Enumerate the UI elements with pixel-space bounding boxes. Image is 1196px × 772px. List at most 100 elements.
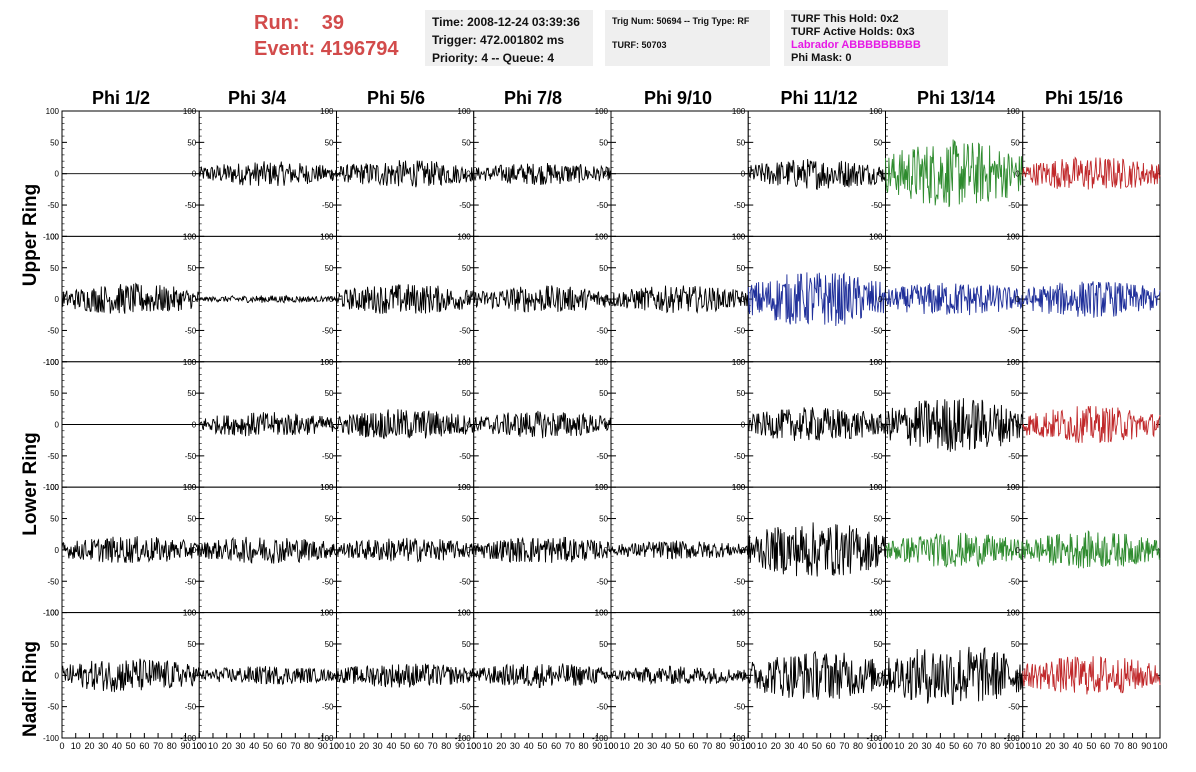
x-tick-label: 60 bbox=[139, 741, 149, 751]
y-tick-label: 100 bbox=[732, 358, 746, 367]
x-tick-label: 0 bbox=[883, 741, 888, 751]
y-tick-label: 0 bbox=[741, 421, 746, 430]
x-tick-label: 10 bbox=[757, 741, 767, 751]
waveform-trace bbox=[885, 532, 1024, 568]
y-tick-label: 0 bbox=[466, 546, 471, 555]
y-tick-label: -50 bbox=[185, 577, 197, 586]
y-tick-label: 50 bbox=[187, 264, 196, 273]
waveform-trace bbox=[198, 294, 337, 304]
waveform-panel bbox=[1022, 235, 1161, 363]
y-tick-label: 0 bbox=[741, 671, 746, 680]
x-tick-label: 100 bbox=[466, 741, 481, 751]
y-tick-label: 0 bbox=[604, 671, 609, 680]
y-tick-label: 50 bbox=[325, 389, 334, 398]
waveform-trace bbox=[473, 410, 612, 439]
y-tick-label: 100 bbox=[46, 232, 60, 241]
y-tick-label: 100 bbox=[869, 483, 883, 492]
y-tick-label: 100 bbox=[457, 483, 471, 492]
y-tick-label: -50 bbox=[734, 201, 746, 210]
waveform-trace bbox=[885, 398, 1024, 452]
run-label: Run: bbox=[254, 12, 300, 34]
x-tick-label: 90 bbox=[181, 741, 191, 751]
y-tick-label: 0 bbox=[192, 671, 197, 680]
y-tick-label: 50 bbox=[187, 389, 196, 398]
x-tick-label: 20 bbox=[222, 741, 232, 751]
y-tick-label: 0 bbox=[329, 546, 334, 555]
y-tick-label: 50 bbox=[50, 138, 59, 147]
y-tick-label: 100 bbox=[183, 232, 197, 241]
waveform-trace bbox=[336, 409, 475, 440]
y-tick-label: -50 bbox=[185, 703, 197, 712]
y-tick-label: -50 bbox=[596, 577, 608, 586]
waveform-trace bbox=[336, 663, 475, 688]
x-tick-label: 100 bbox=[878, 741, 893, 751]
y-tick-label: 50 bbox=[462, 640, 471, 649]
x-tick-label: 30 bbox=[98, 741, 108, 751]
x-tick-label: 70 bbox=[290, 741, 300, 751]
y-tick-label: 0 bbox=[329, 170, 334, 179]
y-tick-label: -50 bbox=[322, 201, 334, 210]
y-tick-label: 50 bbox=[599, 389, 608, 398]
x-tick-label: 40 bbox=[249, 741, 259, 751]
y-tick-label: 100 bbox=[595, 107, 609, 116]
y-tick-label: 0 bbox=[878, 295, 883, 304]
waveform-trace bbox=[336, 537, 475, 563]
y-tick-label: 50 bbox=[462, 515, 471, 524]
y-tick-label: 50 bbox=[462, 138, 471, 147]
x-tick-label: 100 bbox=[1152, 741, 1167, 751]
y-tick-label: -100 bbox=[180, 734, 197, 743]
y-tick-label: 0 bbox=[466, 295, 471, 304]
y-tick-label: 50 bbox=[462, 264, 471, 273]
column-title-phi-13-14: Phi 13/14 bbox=[916, 88, 996, 108]
y-tick-label: 100 bbox=[183, 107, 197, 116]
y-tick-label: 100 bbox=[732, 609, 746, 618]
y-tick-label: 100 bbox=[457, 358, 471, 367]
waveform-trace bbox=[747, 272, 886, 327]
waveform-trace bbox=[473, 162, 612, 186]
column-title-phi-15-16: Phi 15/16 bbox=[1044, 88, 1124, 108]
y-tick-label: 100 bbox=[320, 609, 334, 618]
waveform-trace bbox=[1022, 530, 1161, 569]
y-tick-label: -50 bbox=[185, 201, 197, 210]
y-tick-label: 0 bbox=[55, 671, 60, 680]
waveform-trace bbox=[1022, 656, 1161, 695]
x-tick-label: 70 bbox=[702, 741, 712, 751]
y-tick-label: -50 bbox=[734, 326, 746, 335]
x-tick-label: 50 bbox=[537, 741, 547, 751]
x-tick-label: 0 bbox=[746, 741, 751, 751]
y-tick-label: 0 bbox=[466, 421, 471, 430]
y-tick-label: 100 bbox=[869, 107, 883, 116]
y-tick-label: 0 bbox=[1015, 421, 1020, 430]
y-tick-label: -100 bbox=[43, 734, 60, 743]
y-tick-label: 0 bbox=[329, 421, 334, 430]
y-tick-label: 50 bbox=[325, 515, 334, 524]
y-tick-label: -100 bbox=[317, 734, 334, 743]
x-tick-label: 20 bbox=[1045, 741, 1055, 751]
y-tick-label: 100 bbox=[457, 107, 471, 116]
y-tick-label: 50 bbox=[599, 640, 608, 649]
y-tick-label: 50 bbox=[462, 389, 471, 398]
y-tick-label: 50 bbox=[50, 389, 59, 398]
y-tick-label: -100 bbox=[729, 734, 746, 743]
y-tick-label: 0 bbox=[1015, 671, 1020, 680]
waveform-trace bbox=[885, 282, 1023, 316]
column-title-phi-7-8: Phi 7/8 bbox=[503, 88, 563, 108]
x-tick-label: 10 bbox=[345, 741, 355, 751]
y-tick-label: 50 bbox=[325, 264, 334, 273]
x-tick-label: 50 bbox=[263, 741, 273, 751]
y-tick-label: 100 bbox=[320, 107, 334, 116]
x-tick-label: 20 bbox=[84, 741, 94, 751]
y-tick-label: 0 bbox=[878, 671, 883, 680]
x-tick-label: 70 bbox=[839, 741, 849, 751]
x-tick-label: 20 bbox=[771, 741, 781, 751]
x-tick-label: 70 bbox=[565, 741, 575, 751]
waveform-panel bbox=[61, 486, 200, 614]
y-tick-label: 50 bbox=[599, 138, 608, 147]
y-tick-label: -50 bbox=[734, 452, 746, 461]
event-value: 4196794 bbox=[320, 38, 399, 60]
waveform-trace bbox=[198, 536, 337, 564]
y-tick-label: 50 bbox=[736, 515, 745, 524]
x-tick-label: 40 bbox=[112, 741, 122, 751]
y-tick-label: 50 bbox=[874, 640, 883, 649]
y-tick-label: -50 bbox=[1008, 577, 1020, 586]
